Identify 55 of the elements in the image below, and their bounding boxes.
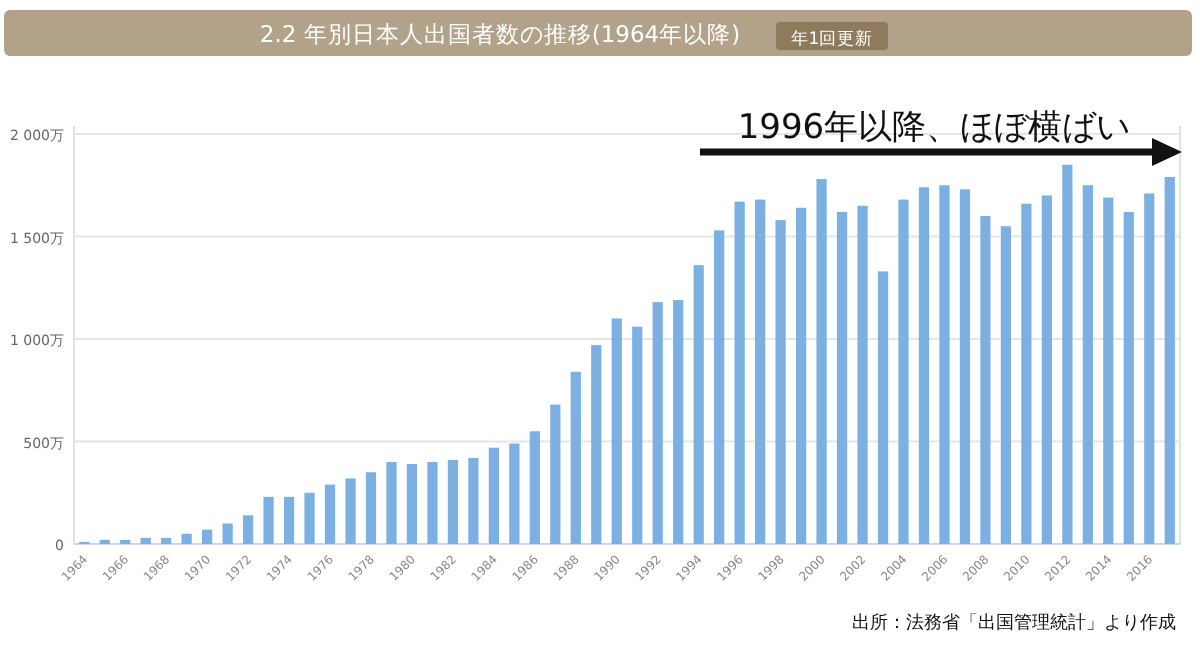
bar (611, 318, 622, 544)
bar (632, 326, 643, 544)
bar (550, 404, 561, 544)
chart-title: 2.2 年別日本人出国者数の推移(1964年以降) (259, 20, 741, 48)
bar (714, 230, 725, 544)
bar (1021, 203, 1032, 544)
bar (1082, 185, 1093, 544)
bar (427, 462, 438, 544)
bar (816, 179, 827, 544)
bar (693, 265, 704, 544)
bar (1103, 197, 1114, 544)
bar (1000, 226, 1012, 544)
bar (959, 189, 971, 544)
bar (468, 457, 479, 544)
bar (488, 447, 499, 544)
bar (386, 462, 397, 544)
bar (980, 216, 991, 544)
bar (836, 211, 848, 544)
text: 出所：法務省「出国管理統計」より作成 (852, 612, 1176, 634)
bar (877, 271, 889, 544)
annotation: 1996年以降、ほぼ横ばい (737, 108, 1131, 148)
bar (181, 533, 192, 544)
bar (939, 185, 950, 544)
bar (283, 496, 295, 544)
bar (509, 443, 520, 544)
bar (570, 371, 581, 544)
bar (202, 529, 213, 544)
bar (161, 537, 172, 544)
bar (1144, 193, 1155, 544)
bar (263, 496, 274, 544)
bar (304, 492, 315, 544)
bar (652, 302, 663, 544)
bar (345, 478, 356, 544)
bar (222, 523, 233, 544)
bar (918, 187, 930, 544)
bar (447, 459, 459, 544)
bar (755, 199, 766, 544)
bar (1062, 164, 1073, 544)
bar (242, 515, 254, 544)
bar (1041, 195, 1052, 544)
bar (324, 484, 336, 544)
bar (898, 199, 909, 544)
bar (1123, 211, 1134, 544)
chart-subtitle: 年1回更新 (790, 28, 874, 50)
bar (1164, 177, 1175, 544)
bar (734, 201, 745, 544)
bar (775, 220, 786, 544)
bar (673, 300, 684, 544)
bar (857, 205, 868, 544)
bar (795, 207, 807, 544)
bar (406, 464, 418, 544)
bar (591, 345, 602, 544)
bar (529, 431, 540, 544)
bar (365, 472, 377, 544)
bar (140, 537, 151, 544)
